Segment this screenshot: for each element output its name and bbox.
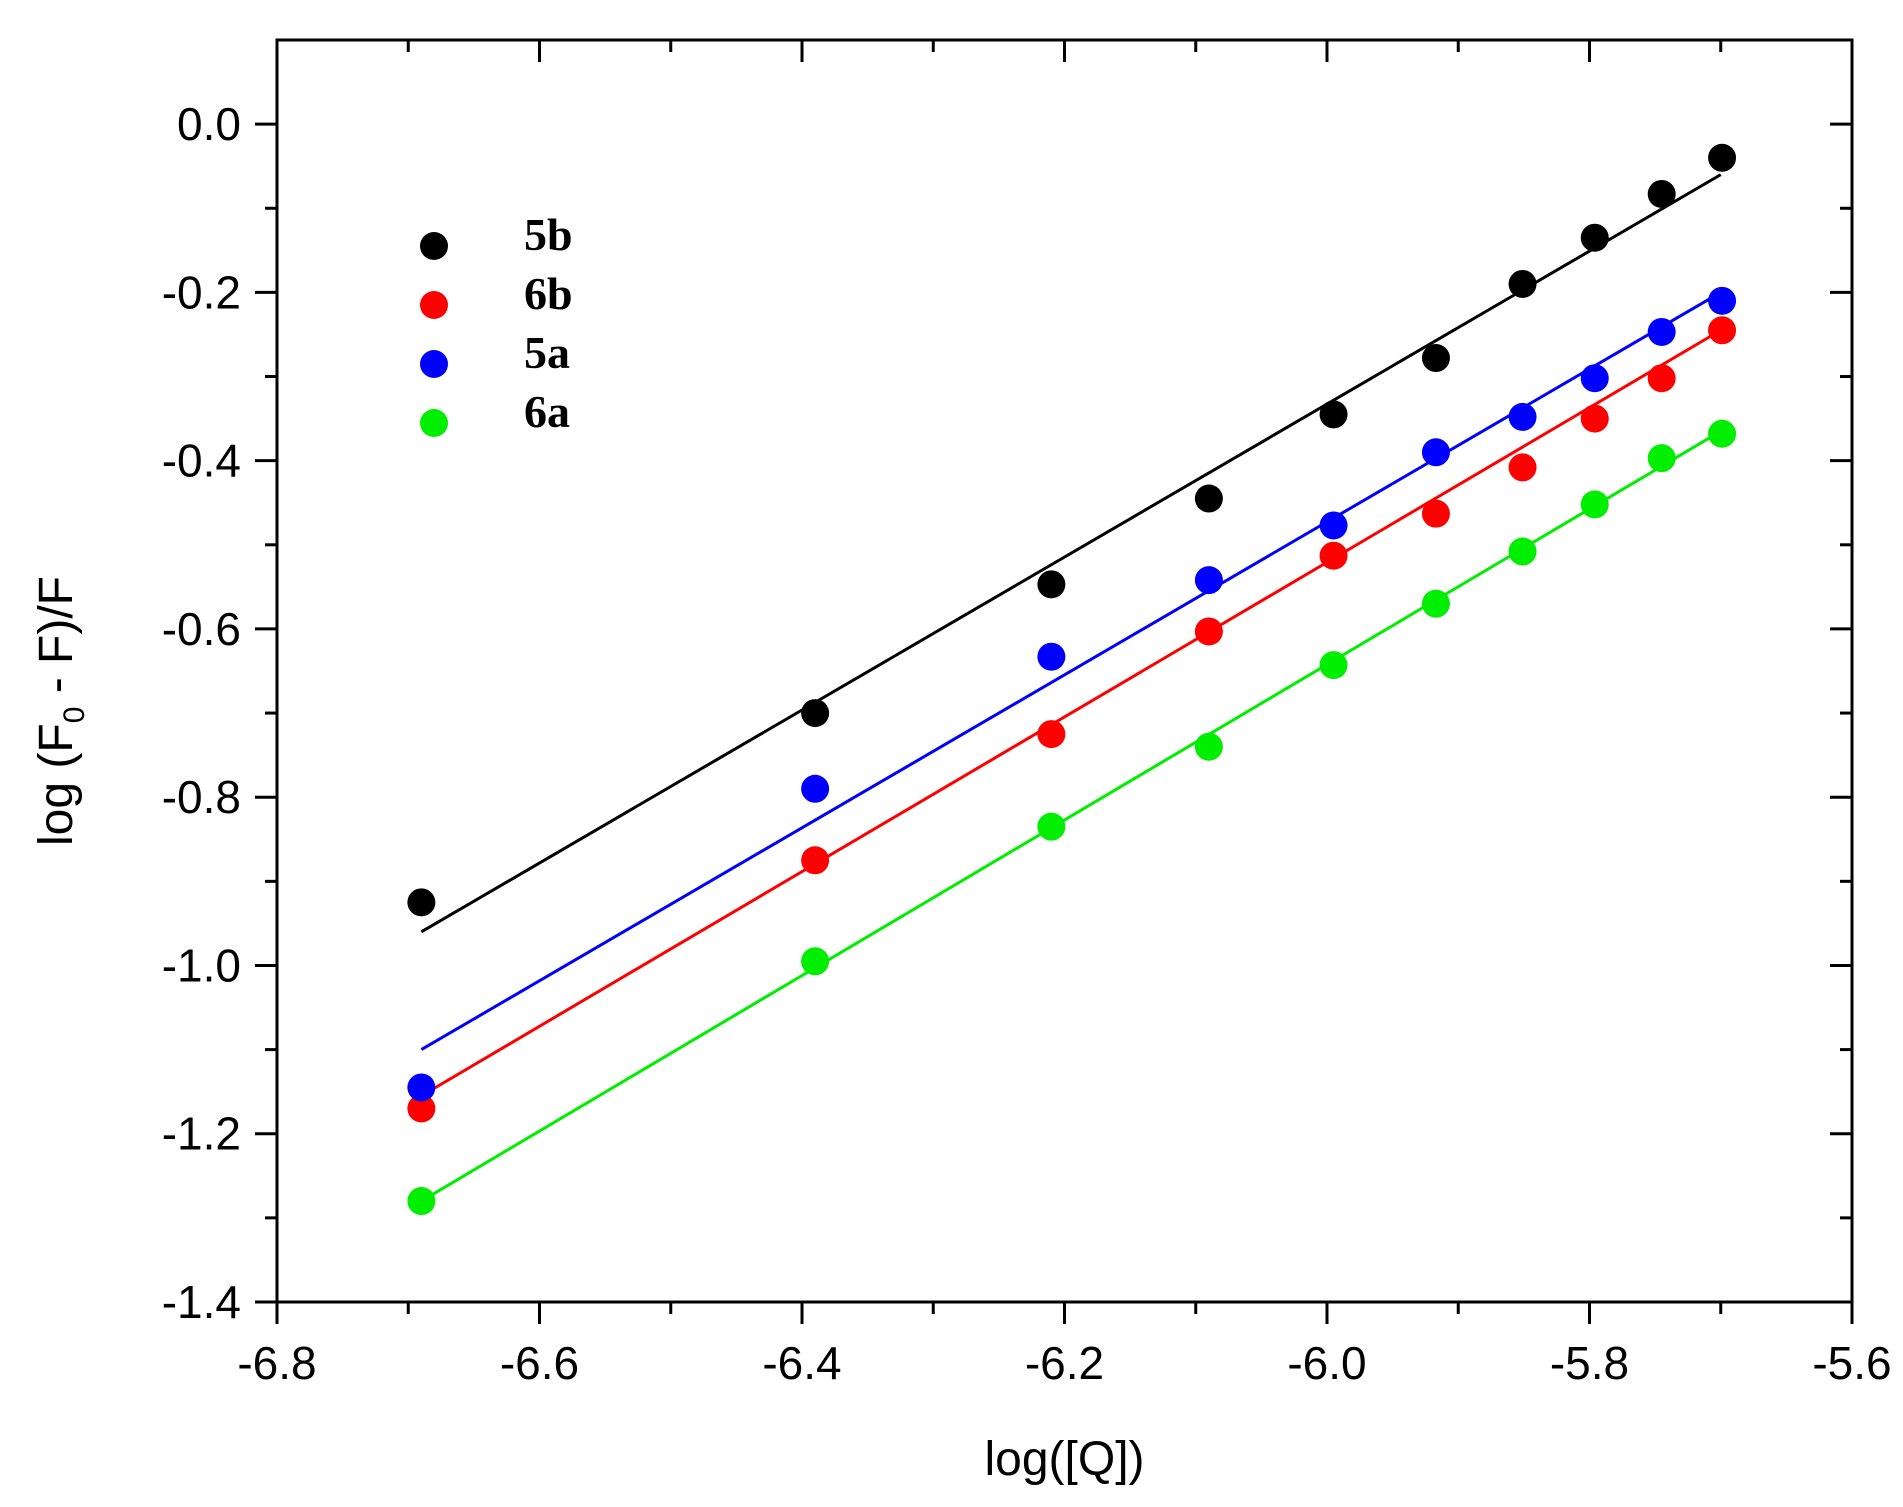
y-tick-label: 0.0: [177, 98, 241, 150]
data-point-6b: [407, 1094, 436, 1123]
data-point-5a: [801, 774, 830, 803]
data-point-6b: [1508, 453, 1537, 482]
data-point-6b: [1194, 617, 1223, 646]
data-point-6a: [1647, 444, 1676, 473]
data-point-6a: [801, 947, 830, 976]
legend-marker-6b: [420, 291, 448, 319]
data-point-6a: [407, 1187, 436, 1216]
data-point-5a: [1194, 566, 1223, 595]
data-point-6a: [1421, 589, 1450, 618]
plot-frame: [275, 38, 1854, 1304]
x-tick-label: -6.4: [762, 1337, 841, 1389]
x-tick-label: -5.8: [1550, 1337, 1629, 1389]
fit-line-6a: [420, 429, 1722, 1203]
y-axis-title-suffix: - F)/F: [30, 576, 83, 707]
y-tick-label: -0.6: [162, 603, 241, 655]
y-tick-label: -1.2: [162, 1108, 241, 1160]
data-point-5a: [1708, 286, 1737, 315]
axes-layer: -6.8 -6.6 -6.4 -6.2 -6.0 -5.8 -5.6 -1.4 -1.2 -1.0…: [162, 38, 1892, 1389]
y-tick-label: -1.4: [162, 1276, 241, 1328]
legend: 5b 6b 5a 6a: [420, 209, 573, 437]
fit-lines: [420, 173, 1722, 1203]
data-point-5b: [1194, 484, 1223, 513]
data-point-5b: [1580, 223, 1609, 252]
data-point-5b: [1647, 179, 1676, 208]
data-point-5b: [1037, 570, 1066, 599]
x-tick-label: -6.6: [500, 1337, 579, 1389]
data-point-6b: [1421, 499, 1450, 528]
y-tick-label: -1.0: [162, 939, 241, 991]
y-axis-title-subscript: 0: [58, 707, 91, 724]
x-tick-label: -6.2: [1025, 1337, 1104, 1389]
y-tick-label: -0.2: [162, 266, 241, 318]
y-axis-title: log (F0 - F)/F: [30, 576, 91, 846]
data-point-6b: [1037, 720, 1066, 749]
data-point-6b: [1580, 404, 1609, 433]
legend-label-5b: 5b: [524, 209, 573, 260]
legend-label-5a: 5a: [524, 327, 570, 378]
data-point-5b: [1319, 400, 1348, 429]
y-tick-label: -0.8: [162, 771, 241, 823]
data-point-5b: [1508, 269, 1537, 298]
data-point-6b: [1319, 541, 1348, 570]
data-point-5b: [1708, 143, 1737, 172]
legend-label-6b: 6b: [524, 268, 573, 319]
data-point-5b: [407, 888, 436, 917]
data-point-6a: [1508, 537, 1537, 566]
data-point-6a: [1708, 419, 1737, 448]
x-tick-label: -6.0: [1287, 1337, 1366, 1389]
data-point-5a: [407, 1073, 436, 1102]
data-point-5a: [1037, 642, 1066, 671]
data-point-5b: [801, 699, 830, 728]
x-tick-label: -5.6: [1812, 1337, 1891, 1389]
legend-marker-5b: [420, 232, 448, 260]
x-tick-label: -6.8: [237, 1337, 316, 1389]
y-axis-title-prefix: log (F: [30, 723, 83, 846]
data-point-5a: [1647, 317, 1676, 346]
data-point-5a: [1508, 402, 1537, 431]
data-point-6b: [1708, 316, 1737, 345]
y-tick-label: -0.4: [162, 435, 241, 487]
fit-line-5a: [420, 291, 1722, 1051]
data-point-6a: [1037, 812, 1066, 841]
legend-label-6a: 6a: [524, 386, 570, 437]
data-point-6b: [801, 846, 830, 875]
fit-line-6b: [420, 328, 1722, 1098]
fit-line-5b: [420, 173, 1722, 934]
legend-marker-5a: [420, 350, 448, 378]
data-points: [407, 143, 1737, 1216]
legend-marker-6a: [420, 409, 448, 437]
data-point-6a: [1319, 651, 1348, 680]
data-point-5b: [1421, 344, 1450, 373]
data-point-6b: [1647, 364, 1676, 393]
data-point-5a: [1421, 438, 1450, 467]
data-point-5a: [1319, 511, 1348, 540]
data-point-5a: [1580, 364, 1609, 393]
x-axis-title: log([Q]): [984, 1433, 1144, 1486]
data-point-6a: [1580, 490, 1609, 519]
data-point-6a: [1194, 732, 1223, 761]
